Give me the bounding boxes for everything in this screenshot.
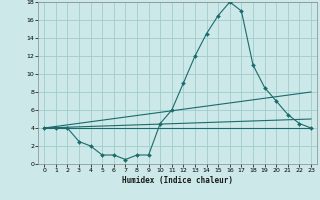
X-axis label: Humidex (Indice chaleur): Humidex (Indice chaleur)	[122, 176, 233, 185]
